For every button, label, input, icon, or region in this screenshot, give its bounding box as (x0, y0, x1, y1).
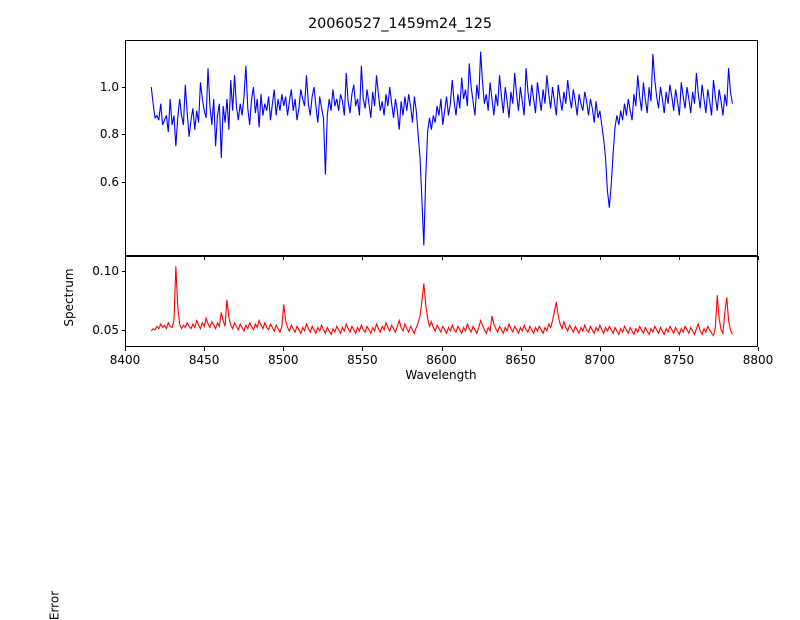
xtick-label: 8450 (188, 353, 220, 367)
ytick-label-error: 0.10 (92, 264, 119, 279)
ytick-label-spectrum: 1.0 (99, 79, 119, 94)
ytick-mark-error (121, 330, 125, 332)
xtick-mark-error (283, 347, 285, 351)
error-axis-label-wrap: Error (40, 293, 69, 620)
xtick-mark-error (204, 347, 206, 351)
xtick-mark-error (441, 347, 443, 351)
error-line-series (150, 266, 733, 337)
spectrum-plot-area (125, 40, 758, 256)
wavelength-x-axis-label: Wavelength (405, 368, 477, 382)
ytick-mark-spectrum (121, 134, 125, 136)
xtick-mark-spectrum (283, 256, 285, 260)
xtick-mark-error (758, 347, 759, 351)
spectrum-line-series (150, 51, 733, 246)
xtick-mark-spectrum (362, 256, 364, 260)
xtick-mark-spectrum (441, 256, 443, 260)
xtick-label: 8750 (663, 353, 695, 367)
xtick-mark-spectrum (758, 256, 759, 260)
xtick-mark-error (125, 347, 126, 351)
ytick-mark-spectrum (121, 86, 125, 88)
xtick-label: 8650 (505, 353, 536, 367)
xtick-mark-error (362, 347, 364, 351)
ytick-label-error: 0.05 (92, 323, 119, 338)
xtick-label: 8400 (109, 353, 141, 367)
xtick-label: 8550 (347, 353, 378, 367)
error-plot-area (125, 256, 758, 347)
spectrum-axis-label-wrap: Spectrum (40, 139, 98, 326)
ytick-mark-spectrum (121, 182, 125, 183)
xtick-mark-spectrum (678, 256, 680, 260)
xtick-label: 8600 (426, 353, 457, 367)
xtick-label: 8800 (742, 353, 774, 367)
xtick-mark-spectrum (520, 256, 522, 260)
ytick-mark-error (121, 271, 125, 273)
xtick-mark-error (599, 347, 601, 351)
xtick-mark-error (520, 347, 522, 351)
xtick-label: 8500 (267, 353, 299, 367)
xtick-mark-error (678, 347, 680, 351)
xtick-mark-spectrum (204, 256, 206, 260)
xtick-mark-spectrum (125, 256, 126, 260)
ytick-label-spectrum: 0.8 (99, 127, 119, 142)
matplotlib-figure: 20060527_1459m24_125 8400 8450 8500 8550 860… (40, 16, 774, 620)
xtick-mark-spectrum (599, 256, 601, 260)
error-y-axis-label: Error (47, 590, 62, 620)
ytick-label-spectrum: 0.6 (99, 175, 119, 189)
xtick-label: 8700 (584, 353, 616, 367)
figure-title: 20060527_1459m24_125 (307, 16, 493, 32)
